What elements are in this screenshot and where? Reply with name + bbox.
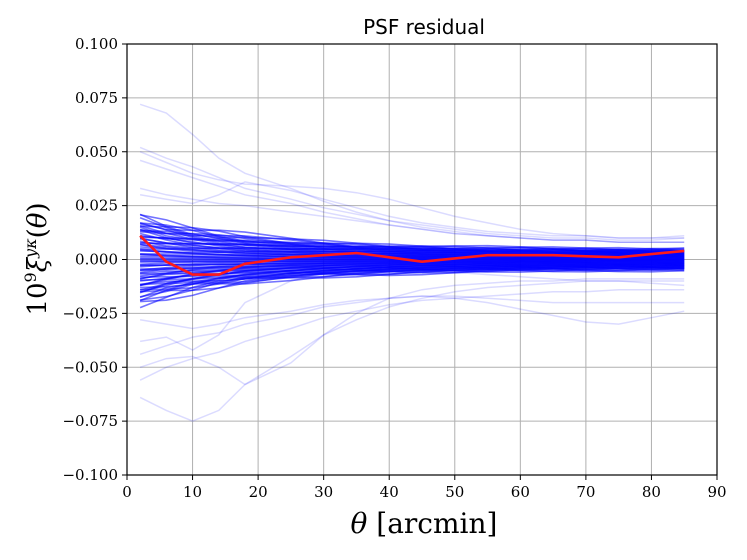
- x-tick-label: 60: [511, 483, 530, 501]
- realization-line: [139, 278, 685, 386]
- realization-line: [139, 267, 685, 351]
- x-tick-label: 30: [314, 483, 333, 501]
- y-tick-label: −0.050: [62, 358, 118, 376]
- x-tick-label: 20: [249, 483, 268, 501]
- realization-line: [139, 288, 685, 381]
- x-tick-label: 10: [183, 483, 202, 501]
- realization-line: [139, 159, 685, 244]
- realization-line: [139, 146, 685, 241]
- realization-line: [139, 280, 685, 422]
- x-tick-label: 50: [445, 483, 464, 501]
- mean-line: [139, 234, 685, 276]
- y-tick-label: 0.075: [75, 89, 118, 107]
- y-tick-label: 0.050: [75, 143, 118, 161]
- x-tick-label: 90: [707, 483, 726, 501]
- series-lines: [139, 103, 685, 422]
- x-ticks: 0 10 20 30 40 50 60 70 80 90: [122, 475, 727, 501]
- realization-band-line: [139, 223, 685, 252]
- y-tick-label: −0.075: [62, 412, 118, 430]
- y-tick-label: −0.100: [62, 466, 118, 484]
- y-tick-label: 0.100: [75, 35, 118, 53]
- y-tick-label: 0.025: [75, 197, 118, 215]
- y-tick-label: 0.000: [75, 251, 118, 269]
- realization-line: [139, 187, 685, 244]
- chart-title: PSF residual: [363, 15, 485, 39]
- realization-line: [139, 103, 685, 244]
- x-tick-label: 40: [380, 483, 399, 501]
- y-axis-label: 109ξyκ(θ): [21, 202, 53, 315]
- x-tick-label: 0: [122, 483, 132, 501]
- realization-line: [139, 295, 685, 356]
- y-tick-label: −0.025: [62, 304, 118, 322]
- realization-line: [139, 295, 685, 330]
- y-ticks: −0.100 −0.075 −0.050 −0.025 0.000 0.025 0.050 0…: [62, 35, 127, 484]
- x-tick-label: 70: [576, 483, 595, 501]
- x-axis-label: θ [arcmin]: [351, 507, 498, 540]
- realization-line: [139, 181, 685, 239]
- x-tick-label: 80: [642, 483, 661, 501]
- realization-line: [139, 151, 685, 239]
